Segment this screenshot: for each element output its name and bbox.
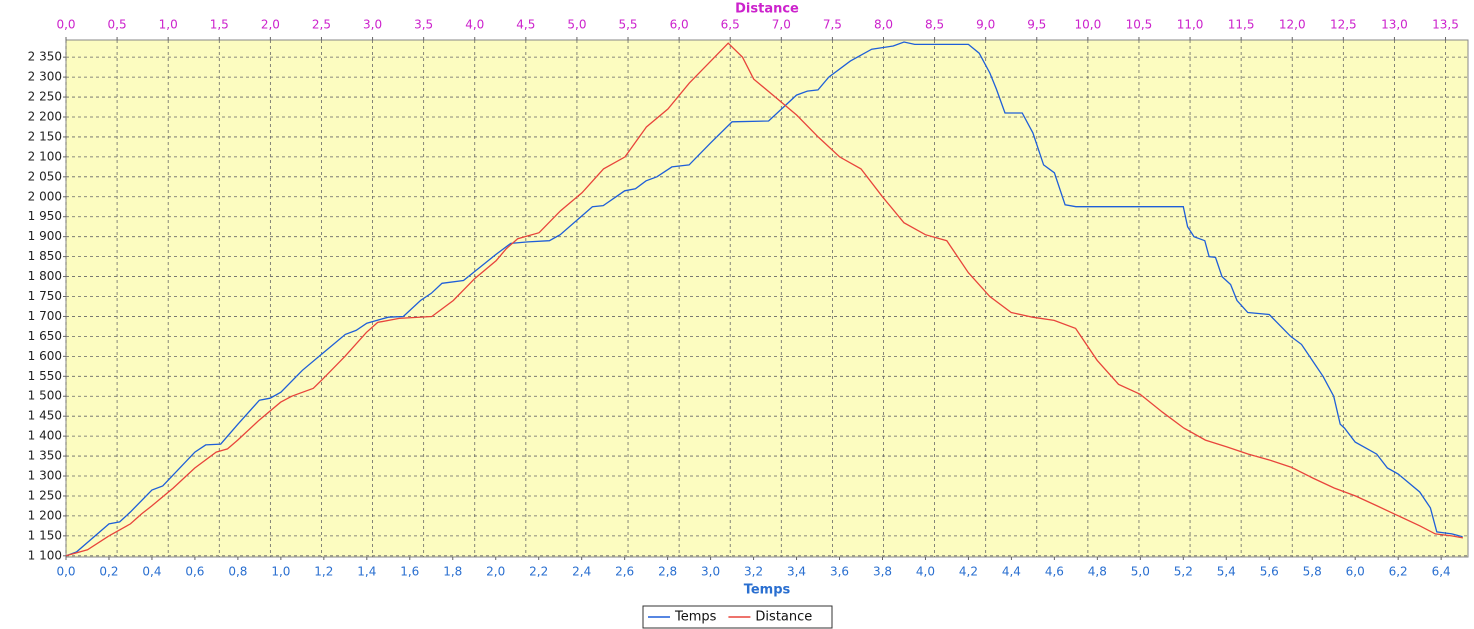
x2-tick-label: 10,0 bbox=[1075, 18, 1102, 32]
x-tick-label: 0,8 bbox=[228, 565, 247, 579]
x2-tick-label: 13,5 bbox=[1432, 18, 1459, 32]
x-tick-label: 3,6 bbox=[830, 565, 849, 579]
plot-area bbox=[65, 39, 1469, 558]
x-tick-label: 6,2 bbox=[1389, 565, 1408, 579]
x-tick-label: 1,0 bbox=[271, 565, 290, 579]
y-tick-label: 1 100 bbox=[28, 548, 62, 562]
y-tick-label: 1 400 bbox=[28, 429, 62, 443]
x-tick-label: 1,4 bbox=[357, 565, 376, 579]
y-tick-label: 1 600 bbox=[28, 349, 62, 363]
x-tick-label: 4,4 bbox=[1002, 565, 1021, 579]
y-tick-label: 1 750 bbox=[28, 289, 62, 303]
x2-tick-label: 3,5 bbox=[414, 18, 433, 32]
x-tick-label: 4,8 bbox=[1088, 565, 1107, 579]
x2-tick-label: 7,5 bbox=[823, 18, 842, 32]
x2-tick-label: 4,0 bbox=[465, 18, 484, 32]
x2-tick-label: 0,0 bbox=[56, 18, 75, 32]
y-tick-label: 1 250 bbox=[28, 488, 62, 502]
x2-tick-label: 5,5 bbox=[618, 18, 637, 32]
x-tick-label: 2,8 bbox=[658, 565, 677, 579]
x2-tick-label: 2,5 bbox=[312, 18, 331, 32]
x-tick-label: 0,0 bbox=[56, 565, 75, 579]
x-tick-label: 1,8 bbox=[443, 565, 462, 579]
x2-axis-title: Distance bbox=[735, 2, 799, 17]
x-tick-label: 1,2 bbox=[314, 565, 333, 579]
x-tick-label: 5,8 bbox=[1303, 565, 1322, 579]
x-tick-label: 0,2 bbox=[99, 565, 118, 579]
x-tick-label: 2,0 bbox=[486, 565, 505, 579]
x2-tick-label: 1,5 bbox=[210, 18, 229, 32]
y-tick-label: 1 450 bbox=[28, 409, 62, 423]
y-tick-label: 2 250 bbox=[28, 90, 62, 104]
x2-tick-label: 9,0 bbox=[976, 18, 995, 32]
y-tick-label: 2 300 bbox=[28, 70, 62, 84]
x-tick-label: 1,6 bbox=[400, 565, 419, 579]
x-tick-label: 3,2 bbox=[744, 565, 763, 579]
x2-tick-label: 11,5 bbox=[1228, 18, 1255, 32]
x2-tick-label: 11,0 bbox=[1177, 18, 1204, 32]
y-tick-label: 1 300 bbox=[28, 469, 62, 483]
y-tick-label: 1 800 bbox=[28, 269, 62, 283]
x2-tick-label: 8,5 bbox=[925, 18, 944, 32]
x-tick-label: 2,4 bbox=[572, 565, 591, 579]
y-tick-label: 1 900 bbox=[28, 229, 62, 243]
x2-tick-label: 3,0 bbox=[363, 18, 382, 32]
x2-tick-label: 6,5 bbox=[721, 18, 740, 32]
x2-tick-label: 7,0 bbox=[772, 18, 791, 32]
x2-tick-label: 4,5 bbox=[516, 18, 535, 32]
x-tick-label: 3,4 bbox=[787, 565, 806, 579]
legend-label: Temps bbox=[674, 610, 717, 625]
x2-tick-label: 12,0 bbox=[1279, 18, 1306, 32]
y-tick-label: 2 350 bbox=[28, 50, 62, 64]
x-tick-label: 2,6 bbox=[615, 565, 634, 579]
x2-tick-label: 8,0 bbox=[874, 18, 893, 32]
y-tick-label: 1 150 bbox=[28, 528, 62, 542]
x-tick-label: 5,6 bbox=[1260, 565, 1279, 579]
x-tick-label: 0,6 bbox=[185, 565, 204, 579]
x2-tick-label: 10,5 bbox=[1126, 18, 1153, 32]
x-tick-label: 5,0 bbox=[1131, 565, 1150, 579]
x-tick-label: 6,0 bbox=[1346, 565, 1365, 579]
x-tick-label: 4,6 bbox=[1045, 565, 1064, 579]
x2-tick-label: 0,5 bbox=[108, 18, 127, 32]
y-tick-label: 2 000 bbox=[28, 189, 62, 203]
x-tick-label: 4,0 bbox=[916, 565, 935, 579]
x2-tick-label: 1,0 bbox=[159, 18, 178, 32]
x-tick-label: 6,4 bbox=[1432, 565, 1451, 579]
y-tick-label: 1 500 bbox=[28, 389, 62, 403]
x-axis-title: Temps bbox=[744, 583, 791, 598]
y-tick-label: 1 200 bbox=[28, 508, 62, 522]
x-tick-label: 5,2 bbox=[1174, 565, 1193, 579]
series-line bbox=[65, 42, 1464, 557]
x-tick-label: 2,2 bbox=[529, 565, 548, 579]
y-tick-label: 2 150 bbox=[28, 129, 62, 143]
y-tick-label: 1 650 bbox=[28, 329, 62, 343]
x2-tick-label: 9,5 bbox=[1027, 18, 1046, 32]
y-tick-label: 1 700 bbox=[28, 309, 62, 323]
x2-tick-label: 12,5 bbox=[1330, 18, 1357, 32]
x2-tick-label: 2,0 bbox=[261, 18, 280, 32]
y-tick-label: 1 350 bbox=[28, 449, 62, 463]
x-tick-label: 5,4 bbox=[1217, 565, 1236, 579]
y-tick-label: 2 100 bbox=[28, 149, 62, 163]
x2-tick-label: 13,0 bbox=[1381, 18, 1408, 32]
x-tick-label: 0,4 bbox=[142, 565, 161, 579]
y-tick-label: 1 850 bbox=[28, 249, 62, 263]
x2-tick-label: 6,0 bbox=[670, 18, 689, 32]
x-tick-label: 3,0 bbox=[701, 565, 720, 579]
y-tick-label: 2 200 bbox=[28, 109, 62, 123]
x-tick-label: 3,8 bbox=[873, 565, 892, 579]
y-tick-label: 1 550 bbox=[28, 369, 62, 383]
series-line bbox=[65, 41, 1463, 557]
y-tick-label: 2 050 bbox=[28, 169, 62, 183]
x-tick-label: 4,2 bbox=[959, 565, 978, 579]
legend-label: Distance bbox=[755, 610, 812, 625]
y-tick-label: 1 950 bbox=[28, 209, 62, 223]
x2-tick-label: 5,0 bbox=[567, 18, 586, 32]
